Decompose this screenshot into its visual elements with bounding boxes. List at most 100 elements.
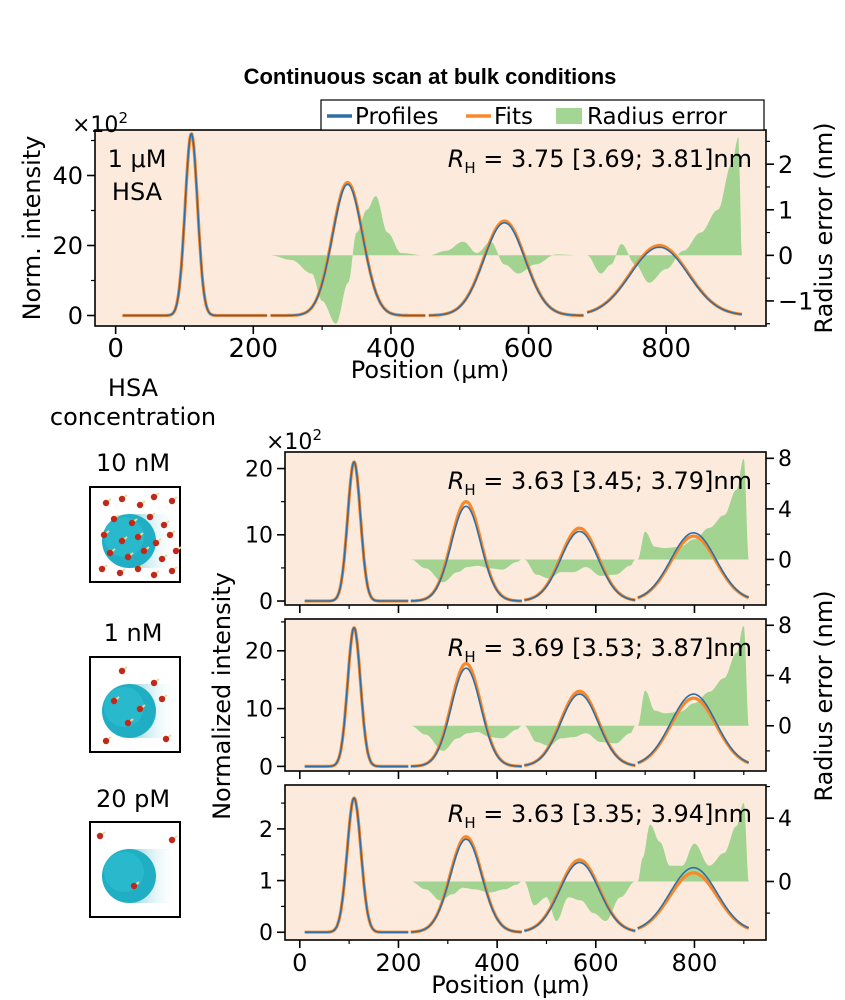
panel-2-profile-line-3 xyxy=(637,693,750,764)
side-label-0: 10 nM xyxy=(96,449,170,477)
panel-1-y-multiplier-exp: 2 xyxy=(312,426,322,444)
axes-layer xyxy=(87,129,774,948)
panel-0-y2tick-label-1: 0 xyxy=(778,242,793,270)
illustration-droplet-highlight-0 xyxy=(104,517,144,557)
panel-3-rh-symbol: R xyxy=(448,800,465,828)
panel-3-xtick-label-4: 800 xyxy=(672,949,718,977)
panel-2-y2tick-label-2: 8 xyxy=(778,614,792,639)
panel-0-radius-error-segment-0 xyxy=(270,196,426,324)
panel-2-rh-annotation: RH = 3.69 [3.53; 3.87]nm xyxy=(448,634,752,666)
protein-molecule-0-9 xyxy=(100,531,108,539)
panel-2-profile-line-0 xyxy=(304,627,409,768)
legend: Profiles Fits Radius error xyxy=(320,99,765,131)
protein-molecule-0-18 xyxy=(172,547,180,555)
protein-molecule-0-2 xyxy=(136,501,144,509)
panel-0-y-axis-label: Norm. intensity xyxy=(18,136,46,321)
panel-0-xtick-label-2: 400 xyxy=(366,334,416,364)
protein-molecule-0-15 xyxy=(124,553,132,561)
panel-2-rh-value: = 3.69 [3.53; 3.87]nm xyxy=(476,634,752,662)
protein-molecule-2-2 xyxy=(130,882,138,890)
panel-0-y2tick-label-3: 2 xyxy=(778,151,793,179)
panel-0-y-multiplier-base: ×10 xyxy=(72,113,118,138)
panel-3-axes-frame xyxy=(284,784,767,941)
panel-1-ytick-label-1: 10 xyxy=(245,524,273,549)
panel-3-ytick-label-0: 0 xyxy=(259,921,273,946)
panel-2-profile-line-1 xyxy=(410,667,522,768)
panel-2-y2tick-label-0: 0 xyxy=(778,715,792,740)
panel-1-ytick-label-0: 0 xyxy=(259,590,273,615)
panel-0-concentration-label-0: 1 μM xyxy=(108,145,167,173)
panel-3-rh-value: = 3.63 [3.35; 3.94]nm xyxy=(476,800,752,828)
panel-0-x-axis-label: Position (μm) xyxy=(351,356,509,384)
protein-molecule-1-7 xyxy=(162,735,170,743)
panel-0-profile-line-3 xyxy=(586,246,742,316)
panel-3-y2tick-label-1: 4 xyxy=(778,807,792,832)
panel-1-axes-frame xyxy=(284,451,767,606)
panel-0-ytick-label-0: 0 xyxy=(68,302,83,330)
panel-1-radius-error-segment-2 xyxy=(637,458,749,560)
panel-0-xtick-label-1: 200 xyxy=(228,334,278,364)
legend-box xyxy=(320,99,765,131)
protein-molecule-0-20 xyxy=(116,569,124,577)
background-layer xyxy=(95,130,766,940)
panel-0-ytick-label-1: 20 xyxy=(52,232,83,260)
panel-2-profile-line-2 xyxy=(524,693,636,767)
protein-molecule-0-4 xyxy=(168,497,176,505)
chart-title: Continuous scan at bulk conditions xyxy=(244,64,617,89)
protein-molecule-0-0 xyxy=(102,499,110,507)
panel-1-y2tick-label-1: 4 xyxy=(778,498,792,523)
panel-0-xtick-label-3: 600 xyxy=(504,334,554,364)
panel-1-rh-value: = 3.63 [3.45; 3.79]nm xyxy=(476,467,752,495)
panel-0-rh-subscript: H xyxy=(464,159,475,177)
panel-3-profile-line-1 xyxy=(410,838,522,933)
panel-0-concentration-label-1: HSA xyxy=(112,178,163,206)
panel-1-rh-annotation: RH = 3.63 [3.45; 3.79]nm xyxy=(448,467,752,499)
protein-molecule-0-19 xyxy=(98,565,106,573)
panel-3-x-axis-label: Position (μm) xyxy=(431,971,589,999)
illustration-droplet-highlight-2 xyxy=(104,852,144,892)
protein-molecule-0-7 xyxy=(146,513,154,521)
panel-0-radius-error-segment-2 xyxy=(587,136,742,283)
panel-1-y2tick-label-0: 0 xyxy=(778,548,792,573)
protein-molecule-0-6 xyxy=(128,519,136,527)
panel-2-ytick-label-0: 0 xyxy=(259,755,273,780)
protein-molecule-0-3 xyxy=(150,493,158,501)
legend-radius-error-label: Radius error xyxy=(587,104,728,130)
legend-radius-error-swatch xyxy=(556,108,582,124)
radius-error-layer xyxy=(270,136,749,921)
panel-3-xtick-label-3: 600 xyxy=(573,949,619,977)
protein-molecule-1-0 xyxy=(118,667,126,675)
panel-3-y2tick-label-0: 0 xyxy=(778,870,792,895)
panel-1-y-multiplier-base: ×10 xyxy=(266,430,312,455)
panel-1-ytick-label-2: 20 xyxy=(245,457,273,482)
panel-3-ytick-label-1: 1 xyxy=(259,870,273,895)
panel-0-ytick-label-2: 40 xyxy=(52,162,83,190)
panel-3-ytick-label-2: 2 xyxy=(259,818,273,843)
panel-0-xtick-label-0: 0 xyxy=(107,334,124,364)
protein-molecule-0-11 xyxy=(134,533,142,541)
panel-2-rh-subscript: H xyxy=(464,648,475,666)
shared-y-axis-label: Normalized intensity xyxy=(208,572,236,820)
panel-0-rh-symbol: R xyxy=(448,145,465,173)
protein-molecule-0-16 xyxy=(140,547,148,555)
panel-0-profile-line-0 xyxy=(122,133,268,317)
panel-0-xtick-label-4: 800 xyxy=(641,334,691,364)
protein-molecule-0-8 xyxy=(160,521,168,529)
protein-molecule-2-0 xyxy=(96,832,104,840)
panel-2-axes-frame xyxy=(284,618,767,772)
protein-molecule-1-5 xyxy=(124,719,132,727)
panel-2-rh-symbol: R xyxy=(448,634,465,662)
protein-molecule-0-22 xyxy=(150,571,158,579)
protein-molecule-0-17 xyxy=(158,555,166,563)
shared-y2-axis-label: Radius error (nm) xyxy=(810,590,838,801)
panel-0-profile-line-1 xyxy=(270,183,426,317)
panel-0-y-multiplier: ×102 xyxy=(72,109,128,138)
panel-0-y2tick-label-2: 1 xyxy=(778,196,793,224)
legend-profiles-label: Profiles xyxy=(355,104,439,130)
panel-1-profile-line-0 xyxy=(304,461,409,602)
illustration-droplet-highlight-1 xyxy=(104,687,144,727)
panel-2-ytick-label-1: 10 xyxy=(245,698,273,723)
